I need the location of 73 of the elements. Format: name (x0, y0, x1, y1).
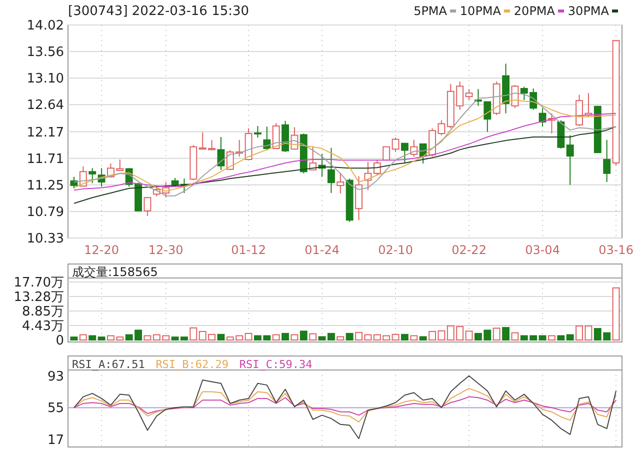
bar (318, 336, 326, 340)
y-tick-label: 13.10 (26, 72, 64, 87)
y-tick-label: 10.79 (26, 204, 64, 220)
candlestick (355, 176, 362, 221)
candlestick (566, 134, 574, 186)
y-tick-label: 0 (56, 334, 64, 349)
candlestick (382, 146, 390, 161)
bar (88, 335, 96, 340)
candlestick (309, 146, 317, 170)
y-tick-label: 10.33 (26, 232, 64, 247)
y-tick-label: 11.25 (26, 178, 64, 194)
y-tick-label: 13.56 (26, 45, 64, 60)
legend-label: 20PMA (514, 4, 556, 18)
x-tick-label: 03-04 (525, 243, 560, 257)
bar (98, 336, 106, 340)
x-tick-label: 12-30 (148, 243, 184, 257)
bar (346, 332, 354, 340)
bar (557, 335, 565, 340)
x-tick-label: 02-10 (378, 243, 413, 257)
y-tick-label: 11.71 (26, 152, 64, 167)
legend-label: 10PMA (460, 4, 502, 18)
y-tick-label: 93 (47, 369, 64, 384)
bar (538, 335, 546, 340)
bar (300, 330, 308, 340)
bar (401, 334, 408, 340)
x-tick-label: 01-24 (304, 243, 340, 257)
candlestick (328, 147, 335, 194)
candlestick (373, 160, 381, 176)
candlestick (465, 88, 473, 101)
candlestick (144, 196, 152, 217)
legend-label: 5PMA (414, 4, 448, 18)
y-tick-label: 14.02 (26, 18, 64, 34)
x-tick-label: 01-12 (231, 243, 266, 257)
x-tick-label: 02-22 (452, 243, 486, 257)
candlestick (438, 120, 446, 136)
bar (566, 334, 574, 340)
candlestick (401, 142, 408, 164)
candlestick (392, 137, 400, 152)
text: RSI_A:67.51 (72, 358, 145, 371)
candlestick (88, 168, 96, 184)
line-series (73, 396, 617, 416)
candlestick (410, 139, 418, 158)
y-tick-label: 17.70万 (14, 276, 64, 291)
x-tick-label: 03-16 (598, 243, 634, 257)
bar (282, 332, 289, 340)
legend-label: 30PMA (568, 4, 610, 18)
line-series (73, 126, 617, 204)
bar (217, 334, 225, 340)
y-tick-label: 12.64 (26, 98, 64, 114)
bar (328, 332, 335, 340)
y-tick-label: 17 (47, 433, 64, 448)
candlestick (336, 172, 344, 194)
text: RSI_B:62.29 (156, 358, 229, 371)
text: 成交量:158565 (72, 265, 158, 279)
y-tick-label: 4.43万 (22, 319, 64, 334)
y-tick-label: 12.17 (26, 125, 64, 140)
x-tick-label: 12-20 (84, 243, 119, 257)
y-tick-label: 8.85万 (22, 304, 64, 320)
y-tick-label: 55 (47, 401, 64, 416)
candlestick (484, 101, 492, 132)
bar (171, 336, 179, 340)
bar (70, 336, 78, 340)
bar (419, 336, 427, 340)
candlestick (217, 136, 225, 170)
text: RSI_C:59.34 (239, 358, 313, 371)
candlestick (254, 126, 262, 138)
line-series (73, 375, 617, 440)
chart-title: [300743] 2022-03-16 15:30 (68, 4, 250, 19)
y-tick-label: 13.28万 (14, 290, 64, 306)
line-series (73, 388, 617, 422)
candlestick (603, 139, 611, 183)
bar (502, 327, 510, 340)
bar (180, 336, 188, 340)
